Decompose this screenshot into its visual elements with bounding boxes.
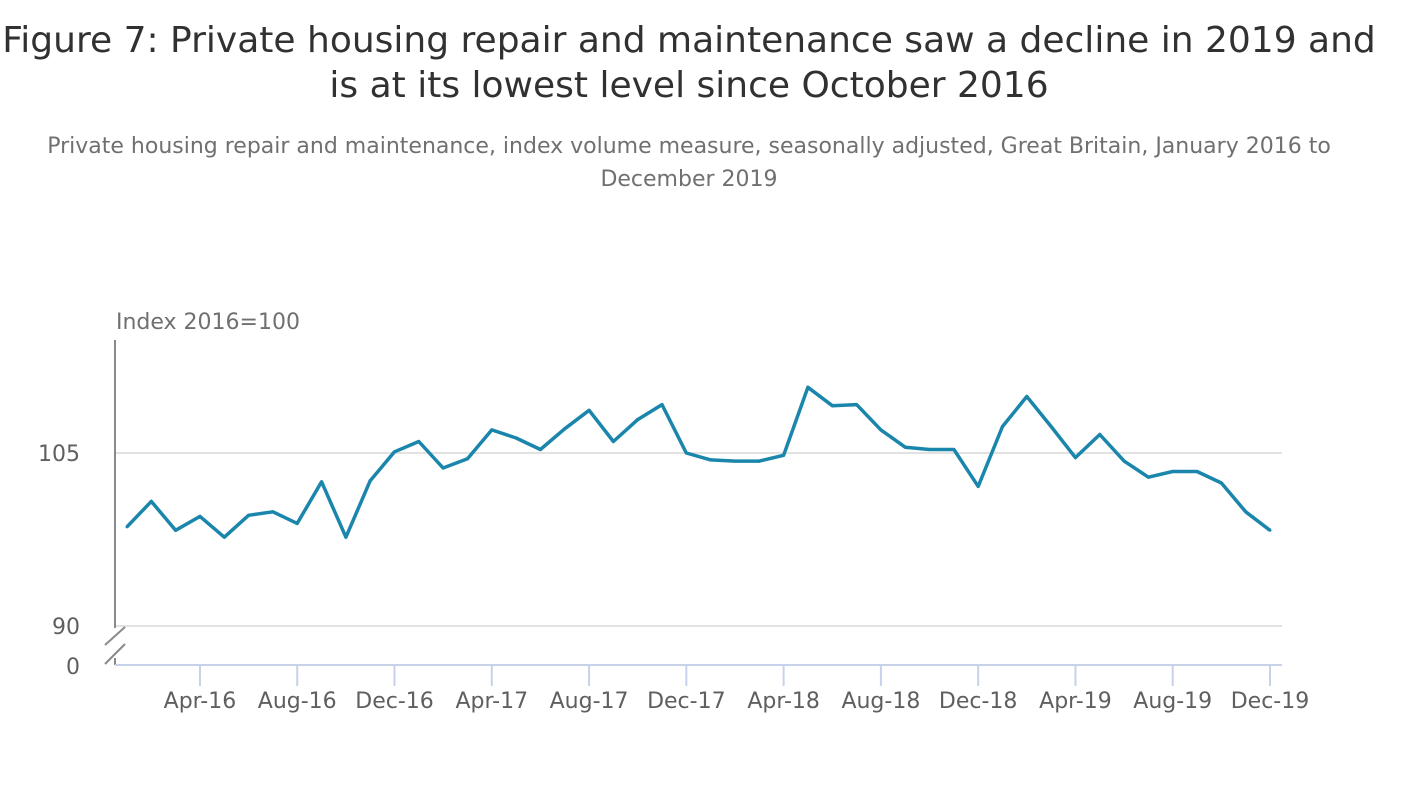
data-point bbox=[1219, 481, 1223, 485]
data-point bbox=[733, 459, 737, 463]
data-point bbox=[393, 450, 397, 454]
x-tick-label: Dec-18 bbox=[939, 689, 1018, 714]
y-tick-label: 0 bbox=[66, 655, 80, 680]
chart-title: Figure 7: Private housing repair and mai… bbox=[2, 20, 1376, 106]
data-point bbox=[903, 445, 907, 449]
data-point bbox=[611, 439, 615, 443]
data-point bbox=[417, 439, 421, 443]
data-point bbox=[514, 436, 518, 440]
data-point bbox=[295, 521, 299, 525]
data-point bbox=[928, 448, 932, 452]
data-point bbox=[563, 427, 567, 431]
x-tick-label: Aug-16 bbox=[258, 689, 337, 714]
data-point bbox=[976, 484, 980, 488]
x-tick-label: Dec-19 bbox=[1231, 689, 1310, 714]
data-point bbox=[684, 451, 688, 455]
data-point bbox=[636, 418, 640, 422]
data-point bbox=[1195, 469, 1199, 473]
x-tick-label: Apr-16 bbox=[164, 689, 237, 714]
series-line bbox=[125, 385, 1272, 539]
data-point bbox=[1268, 528, 1272, 532]
data-point bbox=[806, 385, 810, 389]
data-point bbox=[1146, 475, 1150, 479]
data-point bbox=[441, 466, 445, 470]
data-point bbox=[709, 458, 713, 462]
x-tick-label: Apr-17 bbox=[455, 689, 528, 714]
data-point bbox=[490, 428, 494, 432]
data-point bbox=[1025, 394, 1029, 398]
data-point bbox=[222, 535, 226, 539]
axis-break-mark bbox=[104, 643, 126, 665]
x-tick-label: Aug-17 bbox=[550, 689, 629, 714]
data-point bbox=[879, 428, 883, 432]
data-point bbox=[855, 403, 859, 407]
x-tick-label: Dec-16 bbox=[355, 689, 434, 714]
data-point bbox=[368, 479, 372, 483]
data-point bbox=[149, 499, 153, 503]
data-point bbox=[660, 403, 664, 407]
x-tick-label: Aug-18 bbox=[841, 689, 920, 714]
y-axis-label: Index 2016=100 bbox=[116, 310, 300, 335]
x-tick-label: Apr-18 bbox=[747, 689, 820, 714]
data-point bbox=[198, 514, 202, 518]
data-point bbox=[952, 448, 956, 452]
data-point bbox=[125, 525, 129, 529]
data-point bbox=[1073, 456, 1077, 460]
data-point bbox=[1122, 459, 1126, 463]
data-point bbox=[830, 404, 834, 408]
y-tick-label: 105 bbox=[38, 442, 80, 467]
data-point bbox=[1049, 424, 1053, 428]
data-point bbox=[587, 408, 591, 412]
data-point bbox=[782, 453, 786, 457]
x-tick-label: Apr-19 bbox=[1039, 689, 1112, 714]
data-point bbox=[271, 510, 275, 514]
y-tick-label: 90 bbox=[52, 615, 80, 640]
x-tick-label: Dec-17 bbox=[647, 689, 726, 714]
axis-break-mark bbox=[104, 626, 126, 646]
data-point bbox=[1098, 433, 1102, 437]
data-point bbox=[1171, 469, 1175, 473]
data-point bbox=[757, 459, 761, 463]
data-point bbox=[344, 535, 348, 539]
data-point bbox=[174, 528, 178, 532]
x-tick-label: Aug-19 bbox=[1133, 689, 1212, 714]
data-point bbox=[247, 513, 251, 517]
data-point bbox=[538, 448, 542, 452]
data-point bbox=[465, 457, 469, 461]
data-point bbox=[1000, 424, 1004, 428]
chart-subtitle: Private housing repair and maintenance, … bbox=[47, 134, 1331, 192]
data-point bbox=[1244, 510, 1248, 514]
data-point bbox=[320, 480, 324, 484]
